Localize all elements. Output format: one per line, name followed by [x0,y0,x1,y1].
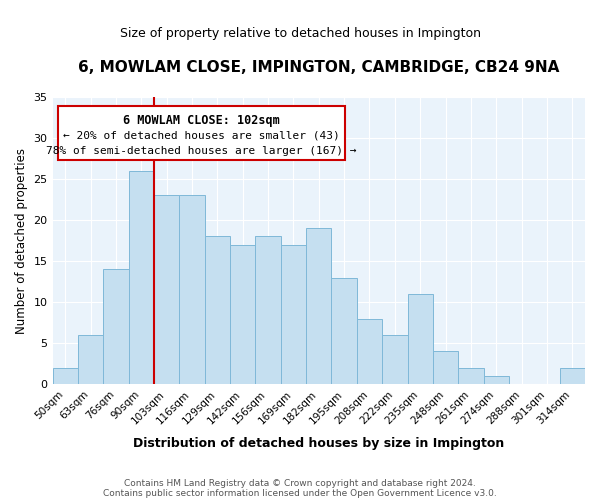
Bar [179,196,205,384]
Bar [331,278,357,384]
Bar [78,335,103,384]
Bar [407,294,433,384]
X-axis label: Distribution of detached houses by size in Impington: Distribution of detached houses by size … [133,437,505,450]
Text: Size of property relative to detached houses in Impington: Size of property relative to detached ho… [119,28,481,40]
Text: ← 20% of detached houses are smaller (43): ← 20% of detached houses are smaller (43… [63,130,340,140]
Bar [281,244,306,384]
Text: Contains HM Land Registry data © Crown copyright and database right 2024.: Contains HM Land Registry data © Crown c… [124,478,476,488]
Text: Contains public sector information licensed under the Open Government Licence v3: Contains public sector information licen… [103,488,497,498]
Bar [205,236,230,384]
Bar [128,171,154,384]
FancyBboxPatch shape [58,106,346,160]
Bar [458,368,484,384]
Bar [357,318,382,384]
Y-axis label: Number of detached properties: Number of detached properties [15,148,28,334]
Bar [484,376,509,384]
Text: 6 MOWLAM CLOSE: 102sqm: 6 MOWLAM CLOSE: 102sqm [123,114,280,127]
Text: 78% of semi-detached houses are larger (167) →: 78% of semi-detached houses are larger (… [46,146,357,156]
Bar [103,270,128,384]
Bar [433,352,458,384]
Bar [256,236,281,384]
Bar [154,196,179,384]
Bar [382,335,407,384]
Bar [230,244,256,384]
Title: 6, MOWLAM CLOSE, IMPINGTON, CAMBRIDGE, CB24 9NA: 6, MOWLAM CLOSE, IMPINGTON, CAMBRIDGE, C… [78,60,559,75]
Bar [53,368,78,384]
Bar [306,228,331,384]
Bar [560,368,585,384]
